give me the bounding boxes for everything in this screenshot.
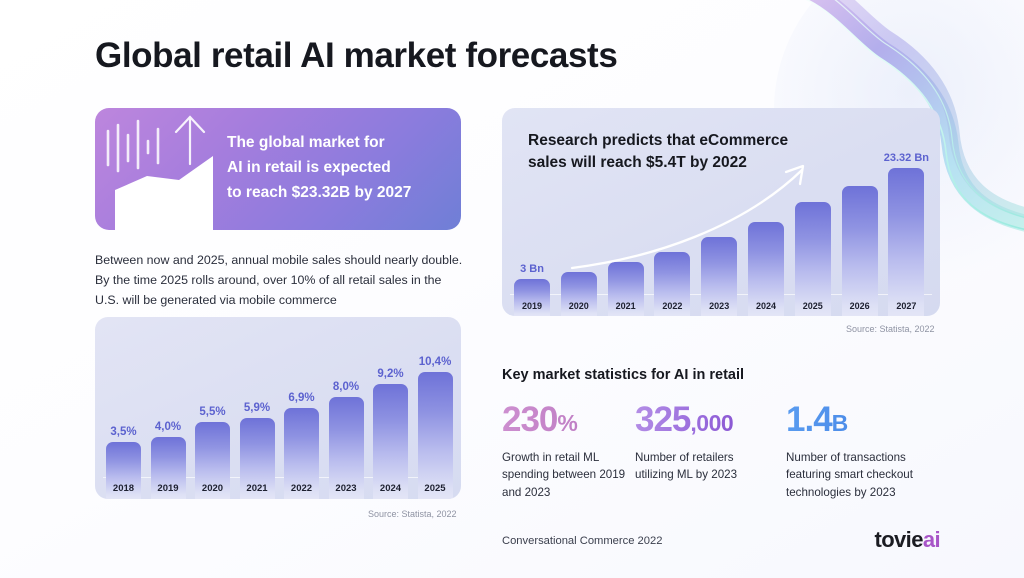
bar-year-label: 2019 bbox=[521, 301, 543, 311]
bar-value-label: 3,5% bbox=[110, 426, 137, 439]
bar bbox=[239, 417, 275, 499]
bar-value-label: 10,4% bbox=[418, 356, 452, 369]
mobile-chart-source: Source: Statista, 2022 bbox=[368, 509, 457, 519]
market-forecast-callout: The global market for AI in retail is ex… bbox=[95, 108, 461, 230]
stat-number: 325 bbox=[635, 400, 691, 439]
callout-line-2: AI in retail is expected bbox=[227, 159, 391, 177]
bar-value-label: 23.32 Bn bbox=[883, 151, 930, 164]
bar-year-label: 2018 bbox=[112, 483, 135, 494]
footer-note: Conversational Commerce 2022 bbox=[502, 535, 663, 547]
bar-value-label: 9,2% bbox=[377, 368, 404, 381]
bar bbox=[417, 372, 453, 499]
stat-unit: % bbox=[557, 410, 578, 436]
stat-card-transactions: 1.4B Number of transactions featuring sm… bbox=[786, 402, 926, 501]
callout-text: The global market for AI in retail is ex… bbox=[227, 130, 452, 205]
lead-paragraph: Between now and 2025, annual mobile sale… bbox=[95, 253, 463, 308]
bar-year-label: 2023 bbox=[335, 483, 357, 494]
bar bbox=[888, 167, 925, 316]
bar-column: 4,0% 2019 bbox=[150, 317, 186, 499]
bar-column: 6,9% 2022 bbox=[284, 317, 319, 499]
bar-year-label: 2022 bbox=[662, 301, 683, 311]
callout-line-1: The global market for bbox=[227, 134, 385, 151]
bar-column: 3 Bn 2019 bbox=[514, 108, 550, 316]
bar-year-label: 2025 bbox=[424, 483, 446, 494]
bar-year-label: 2027 bbox=[896, 301, 917, 311]
ecommerce-bar-chart: Research predicts that eCommerce sales w… bbox=[502, 108, 940, 316]
ecommerce-chart-source: Source: Statista, 2022 bbox=[846, 324, 935, 334]
bar-column: 2024 bbox=[748, 108, 784, 316]
bar-year-label: 2020 bbox=[568, 301, 589, 311]
stat-value: 325,000 bbox=[635, 402, 775, 437]
bar bbox=[841, 185, 878, 316]
stat-description: Growth in retail ML spending between 201… bbox=[502, 451, 626, 499]
bar bbox=[195, 422, 230, 499]
bar-year-label: 2021 bbox=[615, 301, 636, 311]
key-stats-heading: Key market statistics for AI in retail bbox=[502, 367, 745, 383]
ecommerce-heading-line-2: sales will reach $5.4T by 2022 bbox=[528, 154, 747, 171]
stat-card-growth: 230% Growth in retail ML spending betwee… bbox=[502, 402, 642, 501]
bar-year-label: 2022 bbox=[290, 483, 313, 494]
bar-value-label: 5,9% bbox=[243, 401, 271, 414]
bar bbox=[560, 272, 597, 316]
bar-value-label: 4,0% bbox=[154, 421, 182, 434]
bar-year-label: 2026 bbox=[849, 301, 870, 311]
page-title: Global retail AI market forecasts bbox=[95, 36, 618, 75]
bar bbox=[328, 396, 364, 499]
bar bbox=[284, 407, 319, 499]
bar bbox=[514, 278, 550, 316]
bar-column: 5,9% 2021 bbox=[239, 317, 275, 499]
bar-column: 2022 bbox=[654, 108, 691, 316]
bar-year-label: 2023 bbox=[709, 301, 730, 311]
bar-column: 8,0% 2023 bbox=[328, 317, 364, 499]
stat-number: 230 bbox=[502, 400, 558, 439]
bar-column: 2021 bbox=[607, 108, 644, 316]
bar-group: 3 Bn 2019 2020 2021 2022 2023 2024 2025 2026 23.3… bbox=[502, 108, 940, 316]
bar-column: 2026 bbox=[841, 108, 878, 316]
mobile-commerce-bar-chart: 3,5% 2018 4,0% 2019 5,5% 2020 5,9% 2021 6,9% 2022… bbox=[95, 317, 461, 499]
logo-primary: tovie bbox=[874, 527, 923, 552]
bar-value-label: 8,0% bbox=[332, 380, 360, 393]
callout-line-3: to reach $23.32B by 2027 bbox=[227, 184, 412, 202]
bar-column: 2023 bbox=[701, 108, 738, 316]
stat-value: 230% bbox=[502, 402, 642, 437]
bar-year-label: 2024 bbox=[755, 301, 777, 311]
bar-group: 3,5% 2018 4,0% 2019 5,5% 2020 5,9% 2021 6,9% 2022… bbox=[95, 317, 461, 499]
bar bbox=[607, 262, 644, 316]
stat-description: Number of retailers utilizing ML by 2023 bbox=[635, 451, 738, 482]
stat-unit: B bbox=[831, 410, 848, 436]
bar-value-label: 5,5% bbox=[199, 406, 226, 419]
stat-number: 1.4 bbox=[786, 400, 832, 439]
growth-chart-icon bbox=[106, 115, 213, 230]
bar-column: 23.32 Bn 2027 bbox=[884, 108, 929, 316]
stat-description: Number of transactions featuring smart c… bbox=[786, 451, 913, 499]
bar bbox=[106, 442, 141, 499]
bar-column: 10,4% 2025 bbox=[417, 317, 453, 499]
bar-year-label: 2025 bbox=[802, 301, 823, 311]
stat-value: 1.4B bbox=[786, 402, 926, 437]
bar-column: 2025 bbox=[794, 108, 831, 316]
ecommerce-heading-line-1: Research predicts that eCommerce bbox=[528, 132, 789, 149]
bar-year-label: 2021 bbox=[246, 483, 268, 494]
bar bbox=[794, 202, 831, 316]
bar-column: 3,5% 2018 bbox=[106, 317, 141, 499]
bar-year-label: 2019 bbox=[157, 483, 179, 494]
bar-year-label: 2020 bbox=[201, 483, 224, 494]
logo-accent: ai bbox=[922, 527, 941, 552]
bar bbox=[373, 384, 408, 499]
stat-card-retailers: 325,000 Number of retailers utilizing ML… bbox=[635, 402, 775, 484]
bar-value-label: 3 Bn bbox=[520, 262, 544, 275]
bar-column: 5,5% 2020 bbox=[195, 317, 230, 499]
chart-axis-line bbox=[103, 477, 453, 478]
tovie-ai-logo: tovieai bbox=[874, 527, 940, 553]
stat-unit: ,000 bbox=[690, 410, 734, 436]
bar-year-label: 2024 bbox=[379, 483, 402, 494]
bar-value-label: 6,9% bbox=[288, 391, 315, 404]
bar bbox=[150, 437, 186, 499]
bar-column: 2020 bbox=[560, 108, 597, 316]
ecommerce-chart-heading: Research predicts that eCommerce sales w… bbox=[528, 130, 828, 174]
bar-column: 9,2% 2024 bbox=[373, 317, 408, 499]
